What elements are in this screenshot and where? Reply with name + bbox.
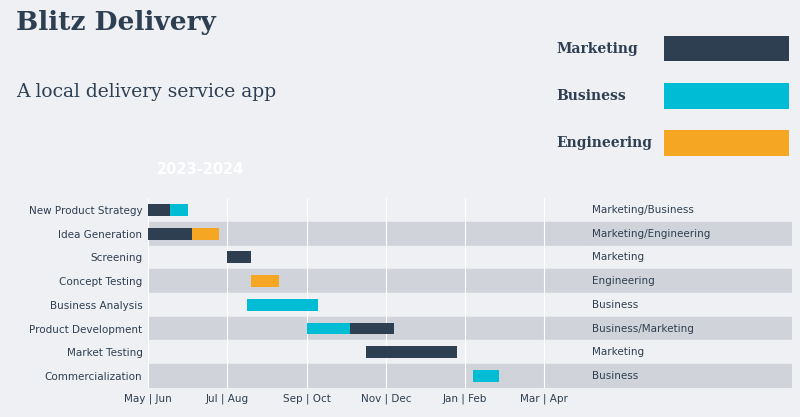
Bar xyxy=(350,323,394,334)
Bar xyxy=(584,269,792,293)
Bar xyxy=(148,198,584,222)
Bar xyxy=(584,198,792,222)
Text: Marketing/Engineering: Marketing/Engineering xyxy=(592,229,710,239)
Bar xyxy=(584,364,792,388)
Bar xyxy=(251,275,279,287)
Bar xyxy=(473,370,498,382)
Text: Marketing: Marketing xyxy=(592,347,645,357)
Bar xyxy=(148,222,584,246)
Bar xyxy=(148,364,584,388)
Text: Marketing: Marketing xyxy=(556,42,638,55)
Bar xyxy=(192,228,219,240)
Bar xyxy=(227,251,251,263)
Bar xyxy=(584,317,792,340)
FancyBboxPatch shape xyxy=(664,83,789,109)
FancyBboxPatch shape xyxy=(664,36,789,61)
Bar xyxy=(584,340,792,364)
Text: Business: Business xyxy=(556,89,626,103)
Bar xyxy=(148,204,170,216)
Text: Marketing: Marketing xyxy=(592,252,645,262)
Bar xyxy=(148,340,584,364)
Bar xyxy=(584,222,792,246)
Bar xyxy=(366,346,457,358)
Text: Engineering: Engineering xyxy=(556,136,652,150)
Bar xyxy=(148,317,584,340)
Text: Engineering: Engineering xyxy=(592,276,655,286)
Text: Business/Marketing: Business/Marketing xyxy=(592,324,694,334)
Text: Marketing/Business: Marketing/Business xyxy=(592,205,694,215)
Text: A local delivery service app: A local delivery service app xyxy=(16,83,276,101)
Bar xyxy=(584,246,792,269)
Bar xyxy=(247,299,318,311)
Bar xyxy=(584,293,792,317)
Text: Business: Business xyxy=(592,300,638,310)
Bar xyxy=(170,204,188,216)
Bar xyxy=(148,246,584,269)
Text: Blitz Delivery: Blitz Delivery xyxy=(16,10,216,35)
Bar xyxy=(148,293,584,317)
Bar xyxy=(148,269,584,293)
Text: 2023-2024: 2023-2024 xyxy=(157,163,244,177)
Text: Business: Business xyxy=(592,371,638,381)
Bar xyxy=(148,228,192,240)
FancyBboxPatch shape xyxy=(664,131,789,156)
Bar xyxy=(306,323,350,334)
